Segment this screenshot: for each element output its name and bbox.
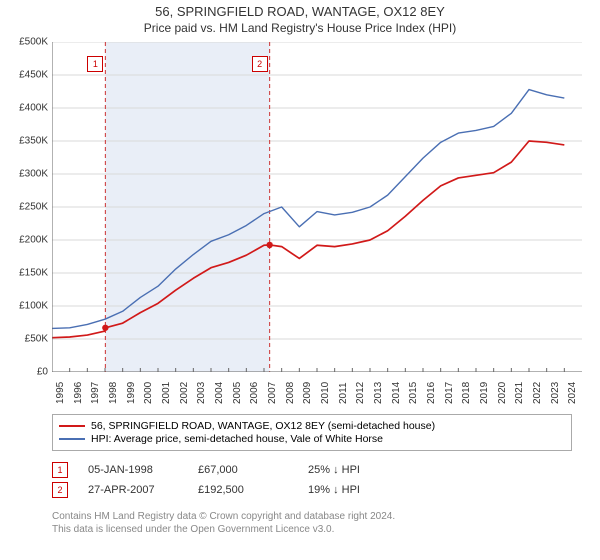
x-axis-label: 2006 — [249, 382, 260, 404]
x-axis-label: 2004 — [214, 382, 225, 404]
footer-attribution: Contains HM Land Registry data © Crown c… — [52, 510, 395, 536]
y-axis-label: £450K — [4, 70, 48, 81]
y-axis-label: £350K — [4, 136, 48, 147]
x-axis-label: 2012 — [355, 382, 366, 404]
x-axis-label: 2022 — [532, 382, 543, 404]
transaction-markers: 1 05-JAN-1998 £67,000 25% ↓ HPI 2 27-APR… — [52, 458, 582, 502]
x-axis-label: 2015 — [408, 382, 419, 404]
legend-row: 56, SPRINGFIELD ROAD, WANTAGE, OX12 8EY … — [59, 420, 565, 432]
x-axis-label: 2017 — [444, 382, 455, 404]
footer-line: Contains HM Land Registry data © Crown c… — [52, 510, 395, 523]
x-axis-label: 2018 — [461, 382, 472, 404]
marker-badge: 2 — [52, 482, 68, 498]
marker-badge: 1 — [52, 462, 68, 478]
marker-diff: 19% ↓ HPI — [308, 484, 398, 496]
event-badge: 2 — [252, 56, 268, 72]
x-axis-label: 1999 — [126, 382, 137, 404]
marker-diff: 25% ↓ HPI — [308, 464, 398, 476]
x-axis-label: 2007 — [267, 382, 278, 404]
y-axis-label: £400K — [4, 103, 48, 114]
chart-plot-area: £0£50K£100K£150K£200K£250K£300K£350K£400… — [52, 42, 582, 372]
marker-row: 1 05-JAN-1998 £67,000 25% ↓ HPI — [52, 462, 582, 478]
x-axis-label: 1995 — [55, 382, 66, 404]
y-axis-label: £300K — [4, 169, 48, 180]
y-axis-label: £500K — [4, 37, 48, 48]
x-axis-label: 2000 — [143, 382, 154, 404]
x-axis-label: 2002 — [179, 382, 190, 404]
x-axis-label: 2023 — [550, 382, 561, 404]
footer-line: This data is licensed under the Open Gov… — [52, 523, 395, 536]
x-axis-label: 1996 — [73, 382, 84, 404]
y-axis-label: £50K — [4, 334, 48, 345]
x-axis-label: 2020 — [497, 382, 508, 404]
x-axis-label: 2005 — [232, 382, 243, 404]
x-axis-label: 1997 — [90, 382, 101, 404]
chart-title-sub: Price paid vs. HM Land Registry's House … — [0, 21, 600, 35]
x-axis-label: 2009 — [302, 382, 313, 404]
event-badge: 1 — [87, 56, 103, 72]
line-chart-svg — [52, 42, 582, 372]
marker-date: 27-APR-2007 — [88, 484, 178, 496]
marker-row: 2 27-APR-2007 £192,500 19% ↓ HPI — [52, 482, 582, 498]
x-axis-label: 2008 — [285, 382, 296, 404]
x-axis-label: 2003 — [196, 382, 207, 404]
marker-price: £192,500 — [198, 484, 288, 496]
x-axis-label: 2019 — [479, 382, 490, 404]
x-axis-label: 2011 — [338, 382, 349, 404]
x-axis-label: 2024 — [567, 382, 578, 404]
x-axis-label: 2013 — [373, 382, 384, 404]
y-axis-label: £200K — [4, 235, 48, 246]
legend-box: 56, SPRINGFIELD ROAD, WANTAGE, OX12 8EY … — [52, 414, 572, 451]
legend-label: HPI: Average price, semi-detached house,… — [91, 433, 383, 445]
legend-swatch — [59, 425, 85, 427]
x-axis-label: 2010 — [320, 382, 331, 404]
legend-swatch — [59, 438, 85, 440]
marker-date: 05-JAN-1998 — [88, 464, 178, 476]
chart-title-address: 56, SPRINGFIELD ROAD, WANTAGE, OX12 8EY — [0, 4, 600, 19]
x-axis-label: 2001 — [161, 382, 172, 404]
y-axis-label: £150K — [4, 268, 48, 279]
x-axis-label: 2014 — [391, 382, 402, 404]
legend-row: HPI: Average price, semi-detached house,… — [59, 433, 565, 445]
x-axis-label: 2021 — [514, 382, 525, 404]
marker-price: £67,000 — [198, 464, 288, 476]
x-axis-label: 2016 — [426, 382, 437, 404]
x-axis-label: 1998 — [108, 382, 119, 404]
y-axis-label: £100K — [4, 301, 48, 312]
y-axis-label: £0 — [4, 367, 48, 378]
legend-label: 56, SPRINGFIELD ROAD, WANTAGE, OX12 8EY … — [91, 420, 435, 432]
y-axis-label: £250K — [4, 202, 48, 213]
